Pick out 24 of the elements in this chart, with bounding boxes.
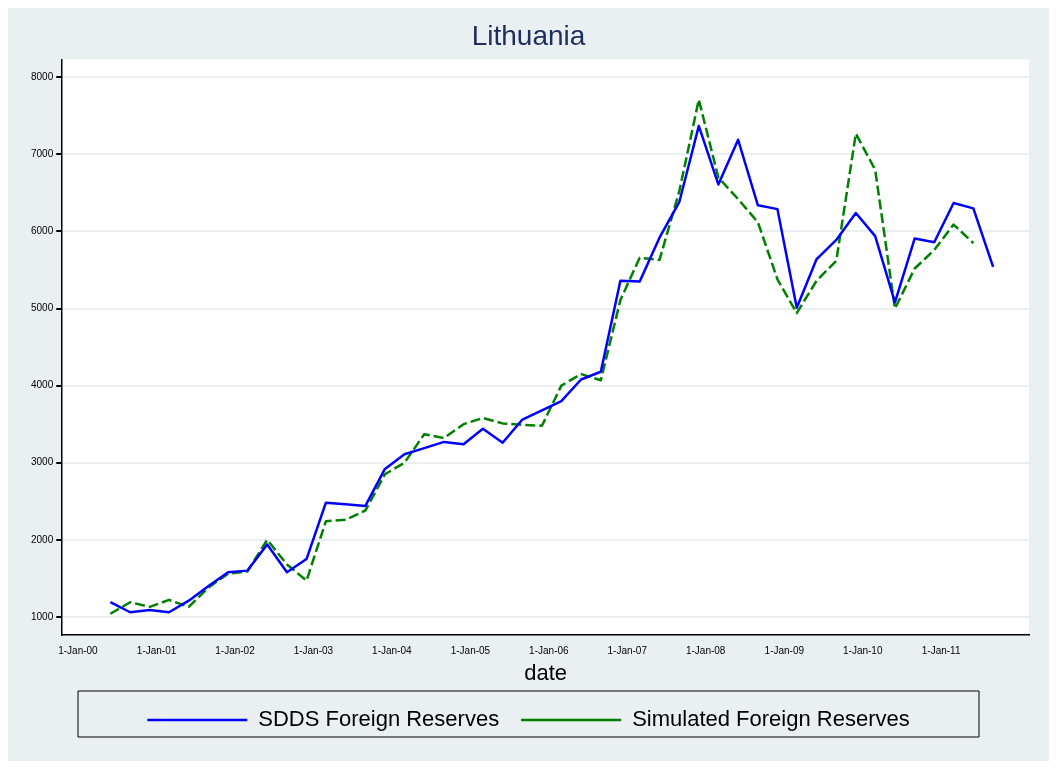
legend-label: Simulated Foreign Reserves — [632, 706, 910, 732]
y-tick-label: 4000 — [31, 379, 54, 391]
y-tick-label: 8000 — [31, 71, 54, 83]
x-tick-label: 1-Jan-07 — [607, 645, 648, 657]
x-tick-label: 1-Jan-00 — [58, 645, 99, 657]
y-tick-label: 1000 — [31, 610, 54, 622]
x-tick-label: 1-Jan-06 — [529, 645, 570, 657]
x-axis-title: date — [524, 659, 568, 685]
y-tick-label: 7000 — [31, 148, 54, 160]
y-tick-label: 3000 — [31, 456, 54, 468]
x-tick-label: 1-Jan-08 — [685, 645, 726, 657]
chart-title: Lithuania — [471, 19, 586, 51]
y-tick-label: 5000 — [31, 302, 54, 314]
x-tick-label: 1-Jan-10 — [842, 645, 883, 657]
x-tick-label: 1-Jan-11 — [921, 645, 961, 657]
x-tick-label: 1-Jan-04 — [372, 645, 412, 657]
x-tick-label: 1-Jan-01 — [136, 645, 177, 657]
y-tick-label: 6000 — [31, 225, 54, 237]
x-tick-label: 1-Jan-09 — [764, 645, 805, 657]
x-tick-label: 1-Jan-02 — [215, 645, 256, 657]
y-tick-label: 2000 — [31, 533, 54, 545]
x-tick-label: 1-Jan-05 — [450, 645, 491, 657]
x-tick-label: 1-Jan-03 — [293, 645, 334, 657]
legend-label: SDDS Foreign Reserves — [258, 706, 500, 732]
